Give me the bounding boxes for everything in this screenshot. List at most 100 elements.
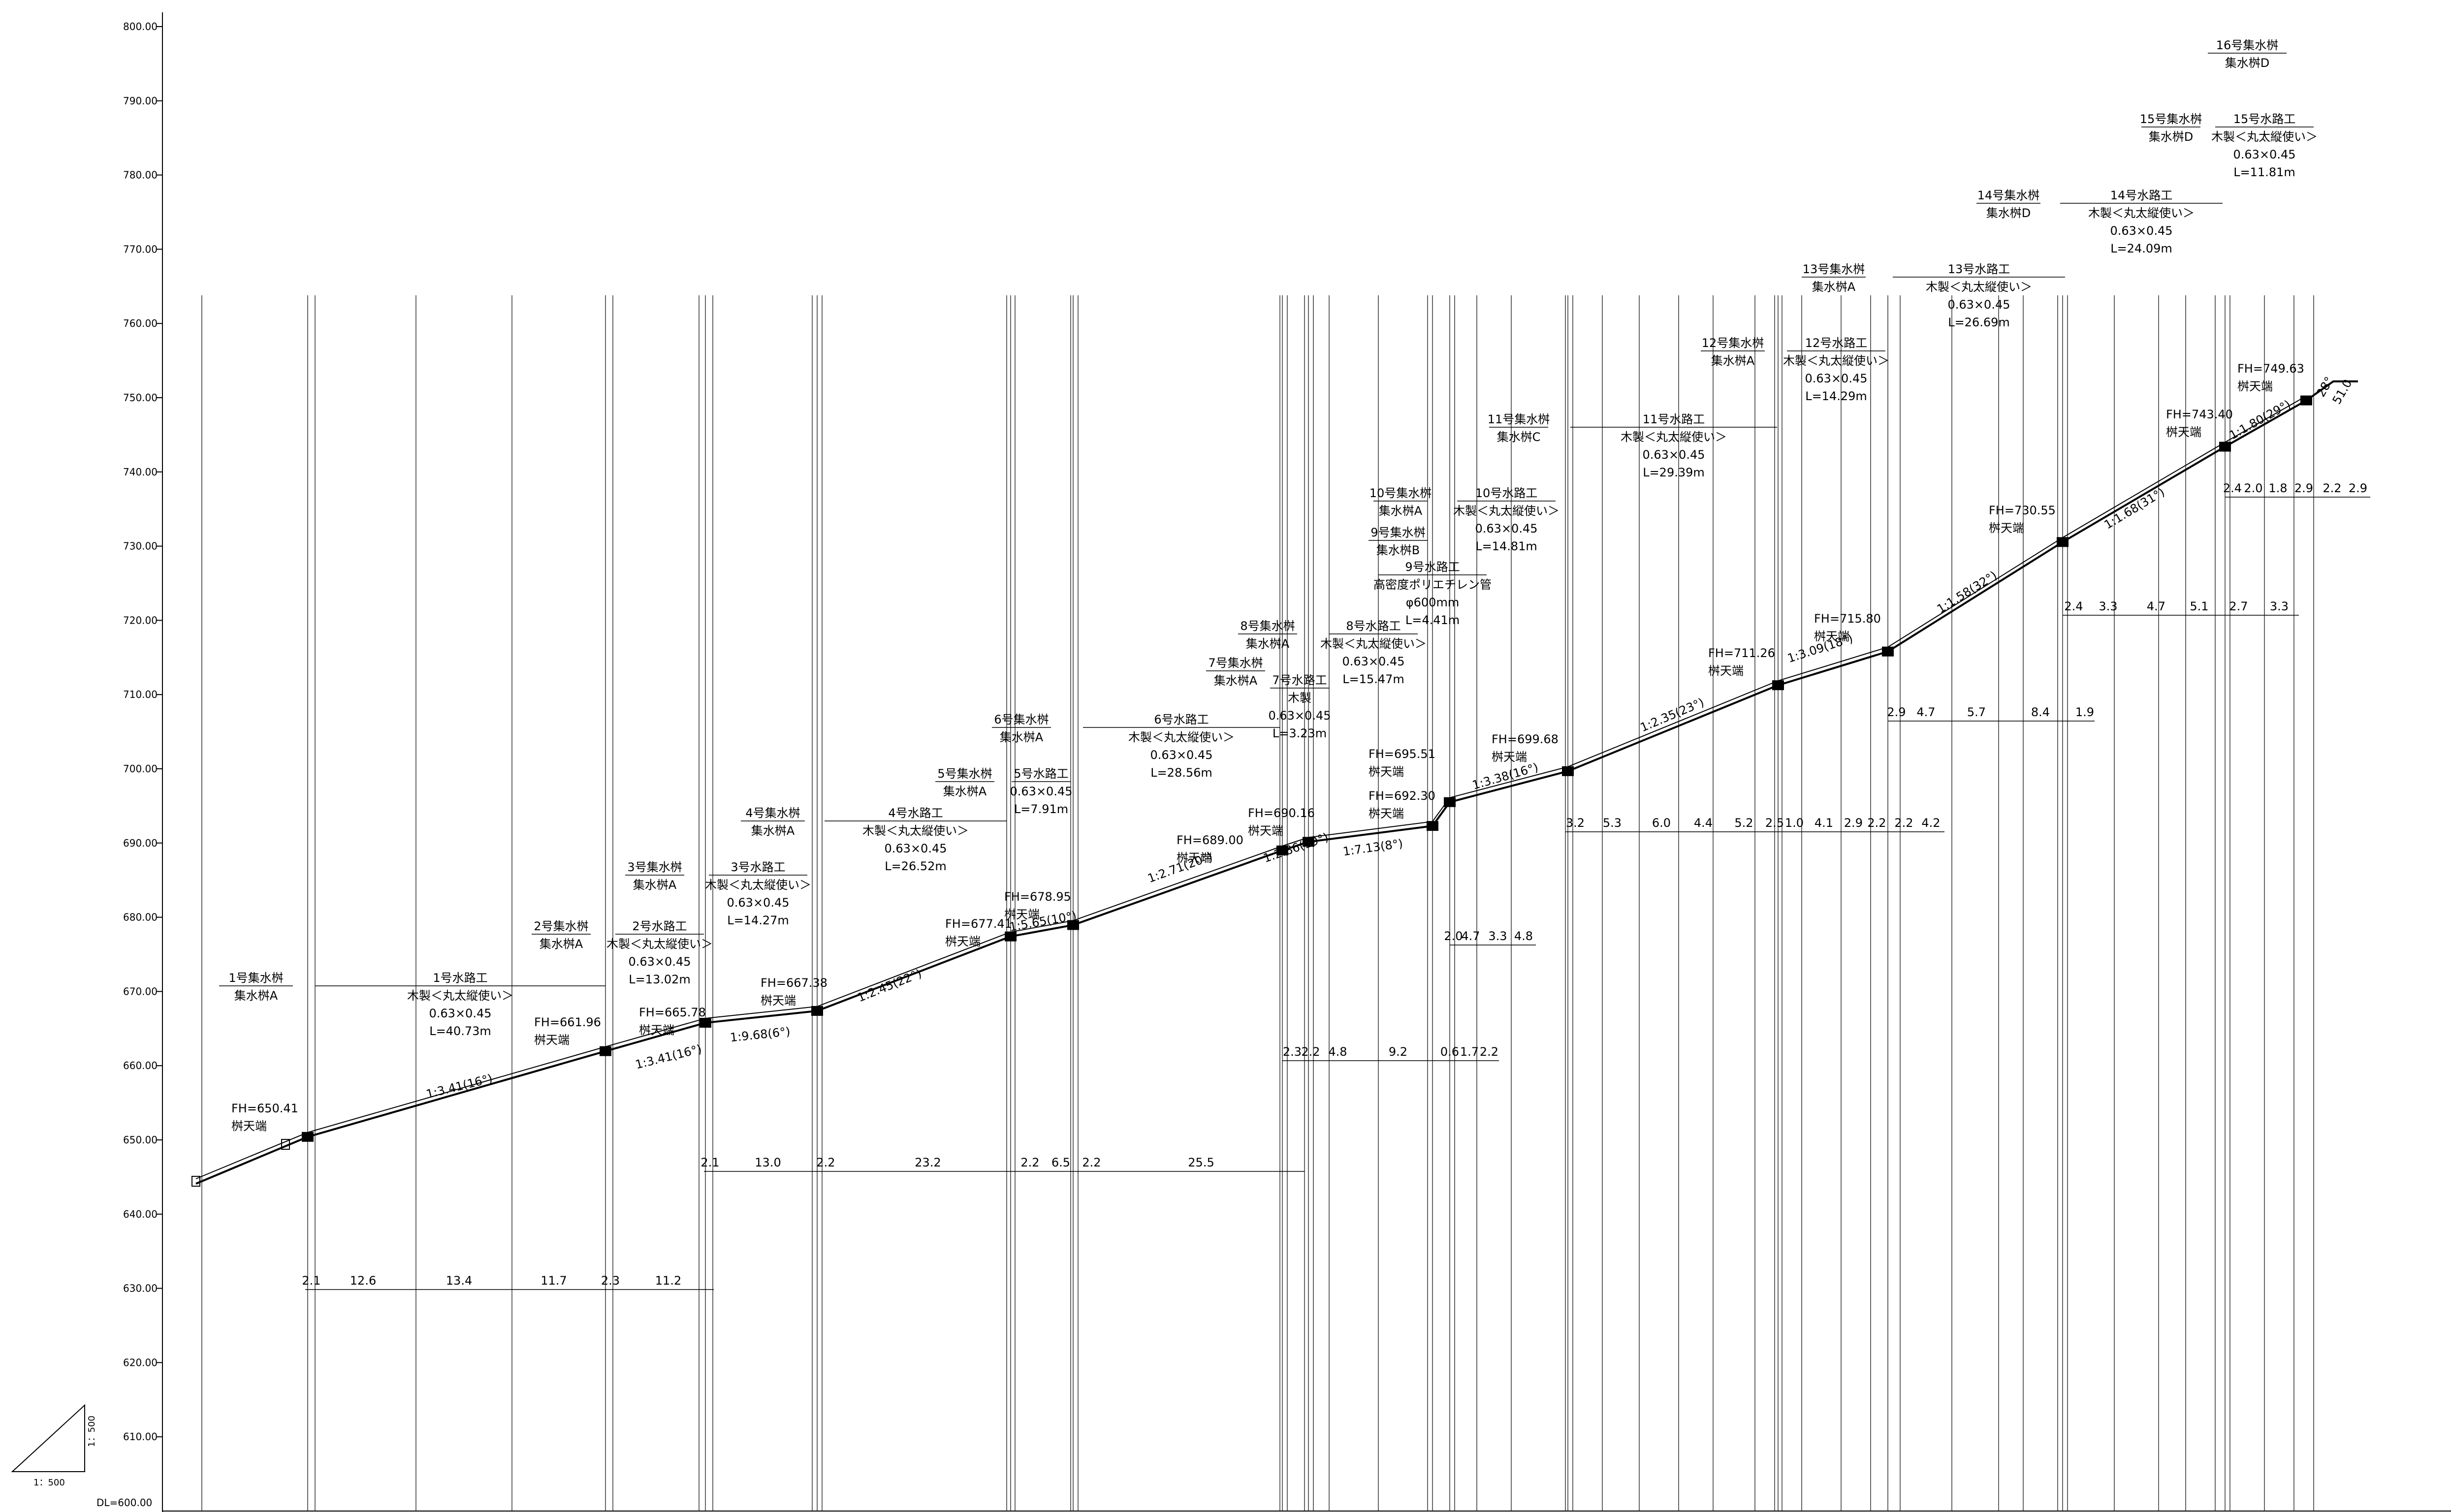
dimension-value: 4.8 — [1514, 929, 1533, 943]
fh-value: FH=743.40 — [2166, 408, 2233, 421]
label-text: 0.63×0.45 — [629, 955, 691, 969]
fh-label-s12: FH=711.26 桝天端 — [1708, 646, 1775, 678]
label-text: 2号水路工 — [632, 919, 687, 933]
fh-value: FH=667.38 — [761, 976, 828, 990]
dimension-value: 2.7 — [2229, 599, 2248, 613]
dimension-value: 2.3 — [601, 1274, 620, 1288]
label-c5: 5号水路工 0.63×0.45 L=7.91m — [1010, 767, 1073, 816]
dimension-value: 2.9 — [2349, 481, 2367, 495]
basin-marker — [2219, 441, 2231, 452]
dimension-value: 4.4 — [1694, 816, 1713, 830]
station-verticals — [201, 295, 2314, 1511]
label-text: 集水桝A — [943, 785, 987, 798]
dimension-rows: 2.1 12.6 13.4 11.7 2.3 11.2 2.1 13.0 2.2 23.2 2.2 6… — [302, 481, 2370, 1290]
tick-label: 660.00 — [123, 1060, 158, 1071]
label-text: 木製＜丸太縦使い＞ — [705, 878, 811, 892]
label-text: L=15.47m — [1342, 672, 1404, 686]
fh-value: FH=749.63 — [2237, 362, 2304, 376]
label-text: L=7.91m — [1014, 802, 1068, 816]
label-text: 木製＜丸太縦使い＞ — [1453, 504, 1560, 518]
dimension-value: 5.1 — [2190, 599, 2208, 613]
label-text: 6号集水桝 — [994, 713, 1049, 726]
slope-labels: 1:3.41(16°) 1:3.41(16°) 1:9.68(6°) 1:2.45(2… — [425, 375, 2355, 1102]
label-text: L=3.23m — [1273, 726, 1327, 740]
label-text: 9号集水桝 — [1370, 526, 1425, 539]
label-text: 14号水路工 — [2110, 189, 2173, 202]
fh-value: FH=677.41 — [945, 917, 1012, 931]
label-text: L=26.69m — [1948, 315, 2010, 329]
fh-value: FH=661.96 — [534, 1015, 601, 1029]
label-text: 7号水路工 — [1272, 673, 1327, 687]
label-text: 3号集水桝 — [627, 860, 682, 874]
fh-label-s11: FH=699.68 桝天端 — [1492, 732, 1559, 764]
structure-labels: 1号集水桝集水桝A1号水路工木製＜丸太縦使い＞0.63×0.45L=40.73m… — [219, 38, 2318, 1133]
label-text: 3号水路工 — [731, 860, 785, 874]
tick-label: 650.00 — [123, 1134, 158, 1146]
label-text: 5号集水桝 — [937, 767, 992, 781]
label-text: 12号水路工 — [1805, 336, 1868, 350]
label-text: 集水桝A — [1000, 730, 1044, 744]
label-text: L=28.56m — [1150, 766, 1212, 780]
fh-value: FH=678.95 — [1004, 890, 1071, 904]
tick-label: 780.00 — [123, 169, 158, 181]
dimension-value: 4.7 — [1916, 705, 1935, 719]
tick-label: 750.00 — [123, 392, 158, 404]
elevation-ticks: 800.00 790.00 780.00 770.00 760.00 750.00 740.… — [123, 21, 162, 1443]
label-text: 集水桝A — [633, 878, 677, 892]
label-text: 4号水路工 — [888, 806, 943, 820]
label-text: 木製＜丸太縦使い＞ — [2211, 130, 2318, 144]
basin-marker — [1772, 680, 1784, 691]
basin-marker — [1882, 646, 1894, 657]
dimension-value: 4.2 — [1921, 816, 1940, 830]
fh-note: 桝天端 — [1004, 908, 1040, 921]
dimension-value: 2.2 — [816, 1156, 835, 1169]
label-text: 高密度ポリエチレン管 — [1373, 578, 1492, 592]
label-text: 8号水路工 — [1346, 619, 1401, 633]
dimension-value: 2.2 — [1020, 1156, 1039, 1169]
fh-label-s3: FH=665.78 桝天端 — [639, 1006, 706, 1037]
label-text: 0.63×0.45 — [1643, 448, 1705, 462]
tick-label: 700.00 — [123, 763, 158, 775]
dimension-value: 2.1 — [302, 1274, 320, 1288]
dimension-value: 4.7 — [2147, 599, 2165, 613]
dimension-value: 6.0 — [1652, 816, 1671, 830]
label-text: 14号集水桝 — [1977, 189, 2040, 202]
scale-triangle: 1：500 1：500 — [11, 1404, 97, 1488]
dimension-value: 3.3 — [2270, 599, 2289, 613]
tick-label: 670.00 — [123, 985, 158, 997]
dimension-value: 2.2 — [1301, 1045, 1320, 1059]
dimension-value: 6.5 — [1051, 1156, 1070, 1169]
basin-marker — [1067, 920, 1079, 930]
tick-label: 760.00 — [123, 317, 158, 329]
fh-note: 桝天端 — [1177, 851, 1212, 865]
datum-label: DL=600.00 — [96, 1497, 152, 1509]
slope-label: 1:3.41(16°) — [634, 1042, 703, 1072]
dimension-value: 2.1 — [700, 1156, 719, 1169]
dimension-value: 1.9 — [2075, 705, 2094, 719]
dimension-value: 1.0 — [1785, 816, 1804, 830]
fh-label-s14: FH=730.55 桝天端 — [1989, 504, 2056, 535]
elevation-axis — [162, 12, 2451, 1512]
fh-label-s13: FH=715.80 桝天端 — [1814, 612, 1881, 643]
dimension-value: 11.2 — [655, 1274, 681, 1288]
fh-note: 桝天端 — [2166, 425, 2201, 439]
label-text: L=4.41m — [1405, 613, 1460, 627]
label-text: 木製 — [1288, 691, 1311, 705]
tick-label: 770.00 — [123, 243, 158, 255]
label-text: 集水桝A — [1812, 280, 1856, 294]
dimension-value: 2.3 — [1283, 1045, 1302, 1059]
dimension-value: 5.2 — [1734, 816, 1753, 830]
label-text: 集水桝A — [234, 989, 278, 1003]
